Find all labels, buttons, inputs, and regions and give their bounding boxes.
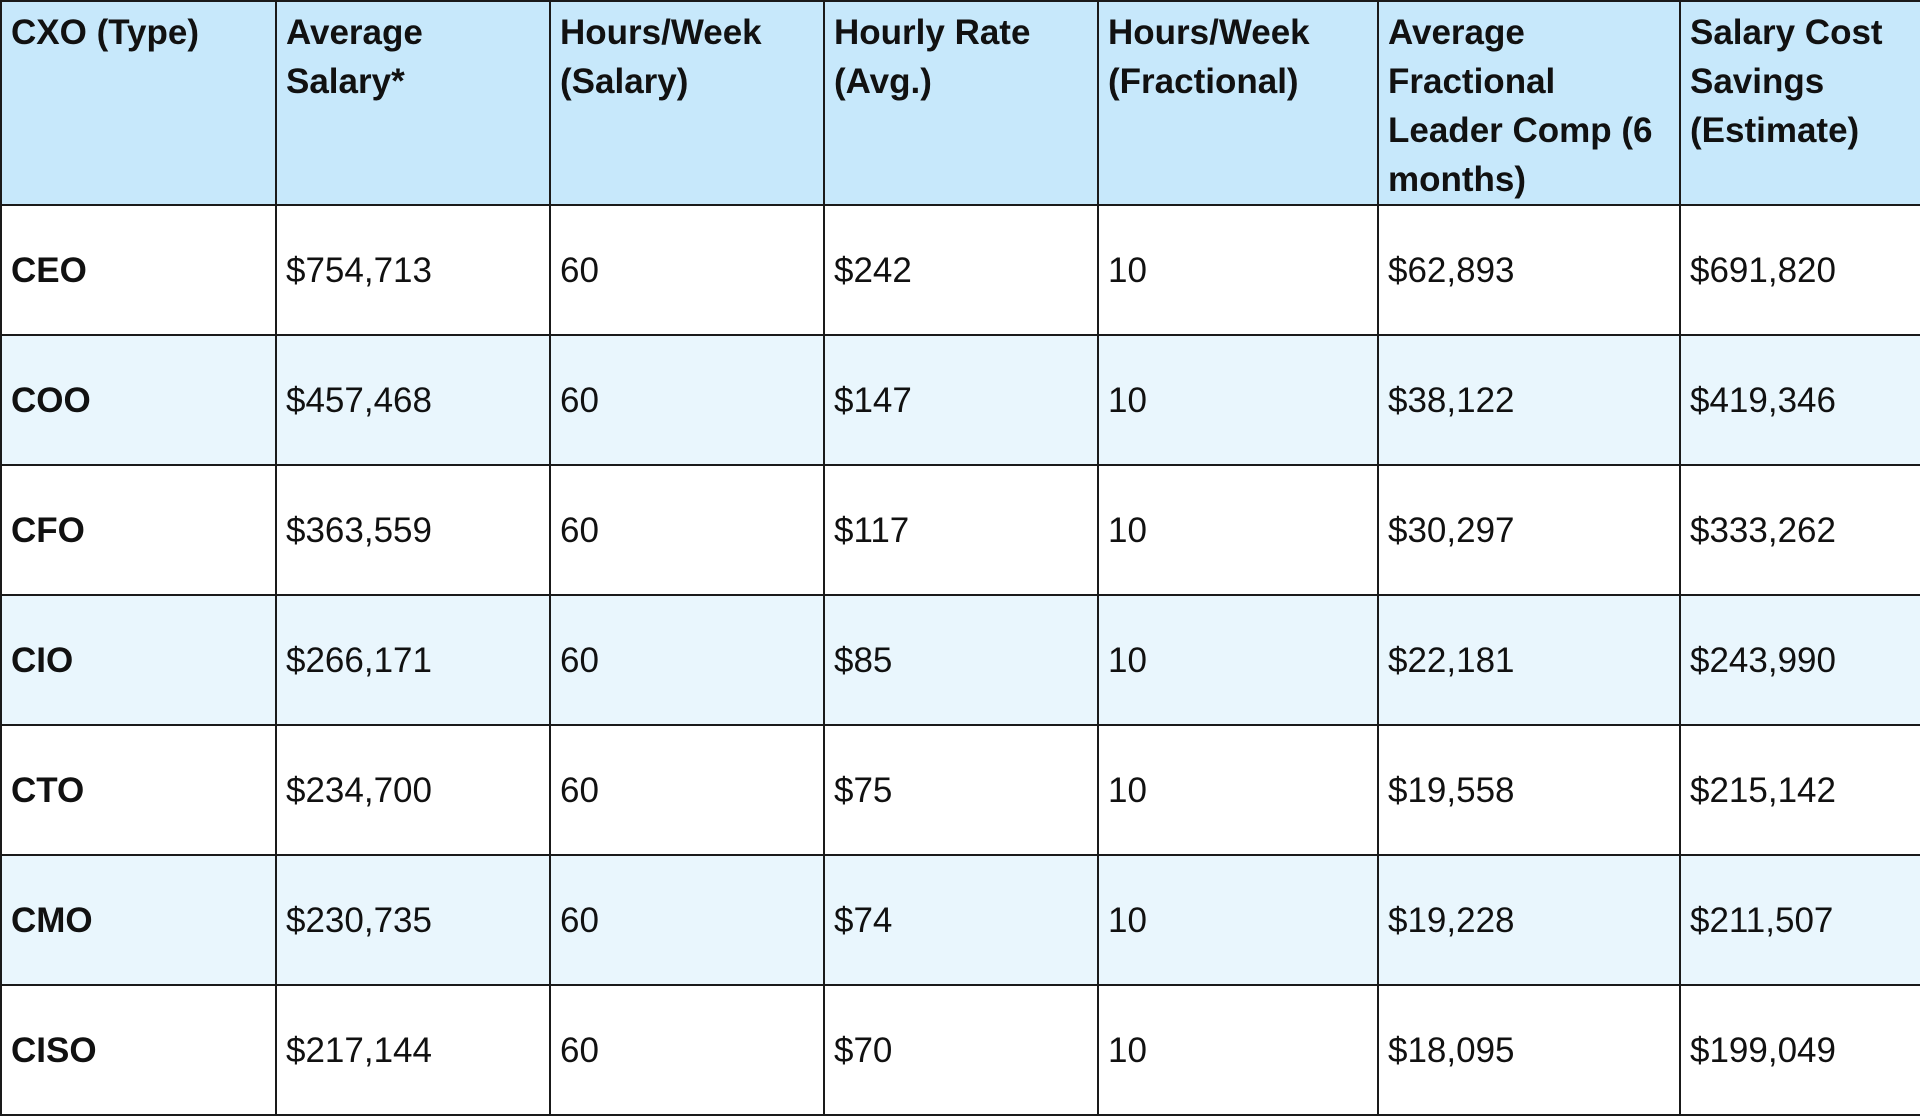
role-cell: CMO (0, 854, 277, 986)
hours-salary-cell: 60 (549, 984, 825, 1116)
fractional-comp-cell: $19,228 (1377, 854, 1681, 986)
fractional-comp-cell: $38,122 (1377, 334, 1681, 466)
average-salary-cell: $266,171 (275, 594, 551, 726)
fractional-comp-cell: $22,181 (1377, 594, 1681, 726)
fractional-comp-cell: $19,558 (1377, 724, 1681, 856)
hours-salary-cell: 60 (549, 464, 825, 596)
cost-savings-cell: $211,507 (1679, 854, 1920, 986)
cost-savings-cell: $691,820 (1679, 204, 1920, 336)
role-cell: CTO (0, 724, 277, 856)
role-cell: COO (0, 334, 277, 466)
cost-savings-cell: $419,346 (1679, 334, 1920, 466)
header-fractional-leader-comp: Average Fractional Leader Comp (6 months… (1377, 0, 1681, 206)
hours-fractional-cell: 10 (1097, 724, 1379, 856)
hourly-rate-cell: $75 (823, 724, 1099, 856)
header-hourly-rate: Hourly Rate (Avg.) (823, 0, 1099, 206)
hourly-rate-cell: $117 (823, 464, 1099, 596)
cost-savings-cell: $215,142 (1679, 724, 1920, 856)
fractional-comp-cell: $62,893 (1377, 204, 1681, 336)
table-row: CMO $230,735 60 $74 10 $19,228 $211,507 (0, 854, 1920, 986)
role-cell: CFO (0, 464, 277, 596)
table-header-row: CXO (Type) Average Salary* Hours/Week (S… (0, 0, 1920, 206)
hourly-rate-cell: $74 (823, 854, 1099, 986)
table-row: CIO $266,171 60 $85 10 $22,181 $243,990 (0, 594, 1920, 726)
header-average-salary: Average Salary* (275, 0, 551, 206)
average-salary-cell: $754,713 (275, 204, 551, 336)
table-row: CTO $234,700 60 $75 10 $19,558 $215,142 (0, 724, 1920, 856)
cost-savings-cell: $199,049 (1679, 984, 1920, 1116)
hours-fractional-cell: 10 (1097, 984, 1379, 1116)
average-salary-cell: $217,144 (275, 984, 551, 1116)
role-cell: CIO (0, 594, 277, 726)
average-salary-cell: $230,735 (275, 854, 551, 986)
header-salary-cost-savings: Salary Cost Savings (Estimate) (1679, 0, 1920, 206)
header-cxo-type: CXO (Type) (0, 0, 277, 206)
hourly-rate-cell: $85 (823, 594, 1099, 726)
hours-fractional-cell: 10 (1097, 334, 1379, 466)
hours-fractional-cell: 10 (1097, 594, 1379, 726)
hours-salary-cell: 60 (549, 724, 825, 856)
table-row: CFO $363,559 60 $117 10 $30,297 $333,262 (0, 464, 1920, 596)
header-hours-week-fractional: Hours/Week (Fractional) (1097, 0, 1379, 206)
table-row: CEO $754,713 60 $242 10 $62,893 $691,820 (0, 204, 1920, 336)
role-cell: CEO (0, 204, 277, 336)
role-cell: CISO (0, 984, 277, 1116)
average-salary-cell: $363,559 (275, 464, 551, 596)
cost-savings-cell: $333,262 (1679, 464, 1920, 596)
fractional-comp-cell: $18,095 (1377, 984, 1681, 1116)
hours-fractional-cell: 10 (1097, 464, 1379, 596)
table-row: COO $457,468 60 $147 10 $38,122 $419,346 (0, 334, 1920, 466)
hourly-rate-cell: $70 (823, 984, 1099, 1116)
header-hours-week-salary: Hours/Week (Salary) (549, 0, 825, 206)
hours-salary-cell: 60 (549, 854, 825, 986)
table-row: CISO $217,144 60 $70 10 $18,095 $199,049 (0, 984, 1920, 1116)
hours-salary-cell: 60 (549, 204, 825, 336)
hours-salary-cell: 60 (549, 334, 825, 466)
hourly-rate-cell: $242 (823, 204, 1099, 336)
average-salary-cell: $457,468 (275, 334, 551, 466)
hours-fractional-cell: 10 (1097, 204, 1379, 336)
average-salary-cell: $234,700 (275, 724, 551, 856)
hourly-rate-cell: $147 (823, 334, 1099, 466)
fractional-comp-cell: $30,297 (1377, 464, 1681, 596)
cost-savings-cell: $243,990 (1679, 594, 1920, 726)
hours-fractional-cell: 10 (1097, 854, 1379, 986)
hours-salary-cell: 60 (549, 594, 825, 726)
